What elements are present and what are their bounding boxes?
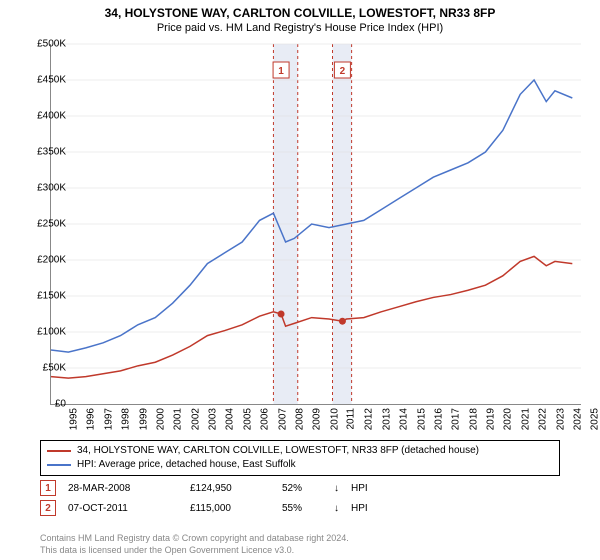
x-tick-label: 2000	[155, 408, 166, 430]
transaction-date: 07-OCT-2011	[68, 503, 178, 514]
footer-line: This data is licensed under the Open Gov…	[40, 544, 349, 556]
x-tick-label: 1995	[68, 408, 79, 430]
x-tick-label: 1997	[103, 408, 114, 430]
x-tick-label: 2018	[468, 408, 479, 430]
x-tick-label: 2006	[259, 408, 270, 430]
x-tick-label: 2017	[451, 408, 462, 430]
x-tick-label: 1999	[138, 408, 149, 430]
x-tick-label: 1996	[86, 408, 97, 430]
x-tick-label: 2022	[537, 408, 548, 430]
x-tick-label: 1998	[120, 408, 131, 430]
chart-container: 34, HOLYSTONE WAY, CARLTON COLVILLE, LOW…	[0, 0, 600, 560]
transaction-row: 2 07-OCT-2011 £115,000 55% ↓ HPI	[40, 500, 560, 516]
transaction-vs: HPI	[351, 483, 368, 494]
chart-marker-box: 1	[273, 62, 289, 78]
legend-item: 34, HOLYSTONE WAY, CARLTON COLVILLE, LOW…	[47, 444, 553, 458]
series-property	[51, 256, 572, 378]
x-tick-label: 2020	[503, 408, 514, 430]
footer-line: Contains HM Land Registry data © Crown c…	[40, 532, 349, 544]
transaction-marker: 1	[40, 480, 56, 496]
y-tick-label: £350K	[20, 147, 66, 158]
y-tick-label: £150K	[20, 291, 66, 302]
series-hpi	[51, 80, 572, 352]
transaction-pct: 55%	[282, 503, 322, 514]
svg-text:2: 2	[340, 66, 346, 77]
data-point-marker	[278, 311, 285, 318]
y-tick-label: £250K	[20, 219, 66, 230]
arrow-down-icon: ↓	[334, 503, 339, 514]
x-tick-label: 2003	[207, 408, 218, 430]
chart-svg: 12	[51, 44, 581, 404]
transaction-pct: 52%	[282, 483, 322, 494]
y-tick-label: £500K	[20, 39, 66, 50]
transaction-price: £115,000	[190, 503, 270, 514]
x-tick-label: 2013	[381, 408, 392, 430]
x-tick-label: 2016	[433, 408, 444, 430]
x-tick-label: 2007	[277, 408, 288, 430]
legend-swatch	[47, 450, 71, 452]
x-tick-label: 2011	[346, 408, 357, 430]
y-tick-label: £100K	[20, 327, 66, 338]
legend-item: HPI: Average price, detached house, East…	[47, 458, 553, 472]
plot-area: 12	[50, 44, 581, 405]
data-point-marker	[339, 318, 346, 325]
legend-label: HPI: Average price, detached house, East…	[77, 458, 296, 472]
x-tick-label: 2014	[398, 408, 409, 430]
x-tick-label: 2005	[242, 408, 253, 430]
y-tick-label: £450K	[20, 75, 66, 86]
legend: 34, HOLYSTONE WAY, CARLTON COLVILLE, LOW…	[40, 440, 560, 476]
y-tick-label: £300K	[20, 183, 66, 194]
transaction-vs: HPI	[351, 503, 368, 514]
y-tick-label: £200K	[20, 255, 66, 266]
svg-text:1: 1	[278, 66, 284, 77]
x-tick-label: 2024	[572, 408, 583, 430]
transaction-marker: 2	[40, 500, 56, 516]
x-tick-label: 2004	[225, 408, 236, 430]
y-tick-label: £0	[20, 399, 66, 410]
chart-subtitle: Price paid vs. HM Land Registry's House …	[0, 20, 600, 34]
x-tick-label: 2019	[485, 408, 496, 430]
x-tick-label: 2002	[190, 408, 201, 430]
x-tick-label: 2012	[364, 408, 375, 430]
x-tick-label: 2021	[520, 408, 531, 430]
x-tick-label: 2023	[555, 408, 566, 430]
x-tick-label: 2010	[329, 408, 340, 430]
x-tick-label: 2015	[416, 408, 427, 430]
legend-label: 34, HOLYSTONE WAY, CARLTON COLVILLE, LOW…	[77, 444, 479, 458]
y-tick-label: £400K	[20, 111, 66, 122]
legend-swatch	[47, 464, 71, 466]
footer-attribution: Contains HM Land Registry data © Crown c…	[40, 532, 349, 556]
x-tick-label: 2025	[590, 408, 600, 430]
x-tick-label: 2008	[294, 408, 305, 430]
arrow-down-icon: ↓	[334, 483, 339, 494]
chart-title: 34, HOLYSTONE WAY, CARLTON COLVILLE, LOW…	[0, 0, 600, 20]
transaction-price: £124,950	[190, 483, 270, 494]
transaction-date: 28-MAR-2008	[68, 483, 178, 494]
transaction-row: 1 28-MAR-2008 £124,950 52% ↓ HPI	[40, 480, 560, 496]
x-tick-label: 2009	[312, 408, 323, 430]
y-tick-label: £50K	[20, 363, 66, 374]
x-tick-label: 2001	[173, 408, 184, 430]
chart-marker-box: 2	[334, 62, 350, 78]
